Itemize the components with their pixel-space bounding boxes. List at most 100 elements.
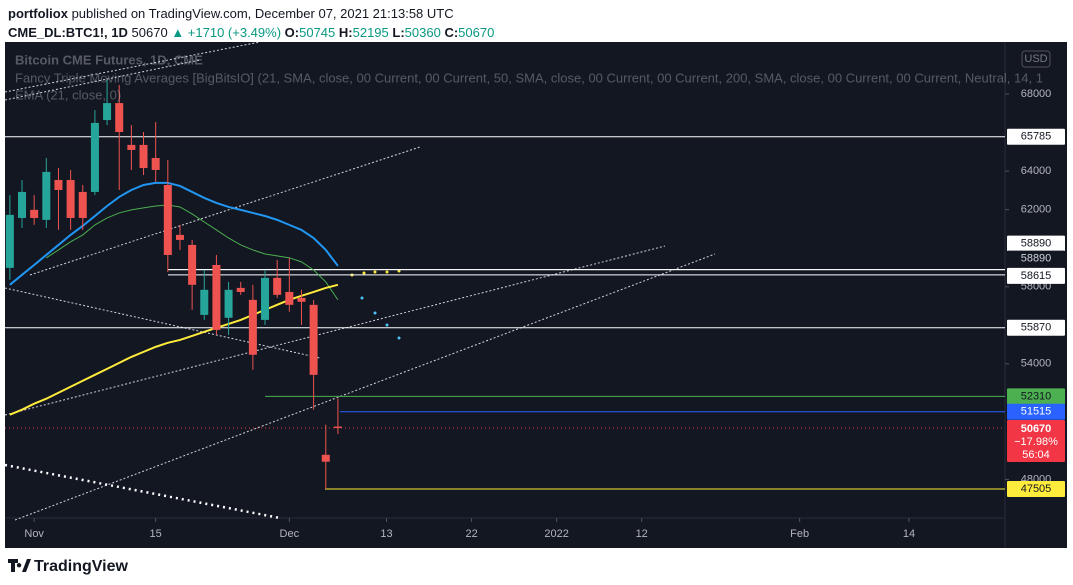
trend-lines [4, 41, 716, 521]
legend-title: Bitcoin CME Futures, 1D, CME [15, 52, 203, 67]
candle-body [188, 244, 197, 285]
price-label-box [1007, 267, 1065, 284]
candle-body [115, 103, 124, 132]
projection-dot [397, 336, 401, 340]
candle-body [261, 277, 270, 320]
candle-body [224, 289, 233, 318]
price-label-box [1007, 403, 1065, 420]
ohlc-l: L:50360 [392, 25, 440, 40]
legend-indicator: Fancy Triple Moving Averages [BigBitsIO]… [15, 70, 1043, 85]
candle-body [175, 234, 184, 240]
candle-body [273, 277, 282, 295]
price-label-box [1007, 235, 1065, 252]
x-tick-label: Nov [24, 528, 44, 540]
brand-logo: TradingView [8, 558, 129, 575]
candle-body [333, 426, 342, 429]
candle-body [297, 297, 306, 302]
price-label: 51515 [1021, 406, 1052, 418]
candle-body [163, 184, 172, 255]
trend-line [29, 146, 421, 276]
current-price-box [1007, 420, 1065, 463]
price-label: 47505 [1021, 483, 1052, 495]
symbol: CME_DL:BTC1!, 1D [8, 25, 128, 40]
ohlc-label: L: [392, 25, 405, 40]
x-tick-label: 15 [150, 528, 162, 540]
header: portfoliox published on TradingView.com,… [8, 4, 1068, 42]
y-tick-label: 64000 [1021, 165, 1052, 177]
projection-dot [373, 270, 377, 274]
candle-body [103, 103, 112, 121]
ohlc-o: O:50745 [285, 25, 336, 40]
current-countdown: 56:04 [1022, 449, 1050, 461]
trend-line [4, 287, 321, 359]
currency-badge [1021, 50, 1051, 68]
trend-line [4, 59, 201, 101]
ohlc-h: H:52195 [339, 25, 389, 40]
trend-line [4, 245, 666, 416]
candle-body [139, 144, 148, 169]
candle-body [90, 122, 99, 192]
x-tick-label: 13 [380, 528, 392, 540]
candle-body [5, 214, 14, 268]
logo-icon [8, 559, 31, 572]
candle-body [151, 158, 160, 170]
price-label: 58890 [1021, 252, 1052, 264]
x-tick-label: Dec [280, 528, 300, 540]
price-label: 55870 [1021, 322, 1052, 334]
price-label: 58890 [1021, 237, 1052, 249]
y-tick-label: 62000 [1021, 204, 1052, 216]
moving-average [9, 283, 339, 416]
y-tick-label: 54000 [1021, 358, 1052, 370]
currency: USD [1024, 53, 1047, 65]
candle-body [248, 299, 257, 355]
candle-body [66, 179, 75, 218]
candle-body [30, 209, 39, 218]
projection-dot [360, 296, 364, 300]
candle-body [200, 289, 209, 315]
projection-dots [350, 269, 401, 340]
brand: TradingView [34, 558, 129, 575]
candle-body [309, 304, 318, 375]
x-tick-label: 14 [903, 528, 915, 540]
candle-body [212, 264, 221, 330]
ohlc-c: C:50670 [444, 25, 494, 40]
legend: Bitcoin CME Futures, 1D, CME Fancy Tripl… [15, 52, 1043, 102]
candle-body [127, 144, 136, 150]
ohlc-value: 50745 [299, 25, 336, 40]
candle-body [54, 179, 63, 191]
projection-dot [362, 271, 366, 275]
last-price: 50670 [131, 25, 168, 40]
price-label-box [1007, 128, 1065, 145]
published: published on TradingView.com, December 0… [71, 6, 454, 21]
ohlc-value: 50360 [404, 25, 441, 40]
candle-body [18, 191, 27, 218]
ohlc-value: 50670 [458, 25, 495, 40]
candle-body [78, 191, 87, 218]
publish-line: portfoliox published on TradingView.com,… [8, 4, 1068, 23]
candle-body [236, 287, 245, 292]
moving-average [9, 181, 339, 286]
x-tick-label: 22 [465, 528, 477, 540]
candle-body [42, 171, 51, 220]
projection-dot [373, 311, 377, 315]
y-tick-label: 68000 [1021, 88, 1052, 100]
x-tick-label: Feb [790, 528, 809, 540]
x-tick-label: 12 [636, 528, 648, 540]
trend-line [4, 41, 261, 93]
change: ▲ +1710 (+3.49%) [171, 25, 282, 40]
price-label-box [1007, 250, 1065, 267]
ohlc-label: H: [338, 25, 353, 40]
price-label-box [1007, 319, 1065, 336]
ohlc-label: C: [444, 25, 459, 40]
symbol-line: CME_DL:BTC1!, 1D 50670 ▲ +1710 (+3.49%) … [8, 23, 1068, 42]
trend-line [14, 253, 716, 521]
x-tick-label: 2022 [544, 528, 568, 540]
author: portfoliox [8, 6, 68, 21]
price-label-box [1007, 480, 1065, 497]
ohlc-value: 52195 [352, 25, 389, 40]
price-label-box [1007, 388, 1065, 405]
candle-body [321, 454, 330, 462]
price-label: 58615 [1021, 270, 1052, 282]
